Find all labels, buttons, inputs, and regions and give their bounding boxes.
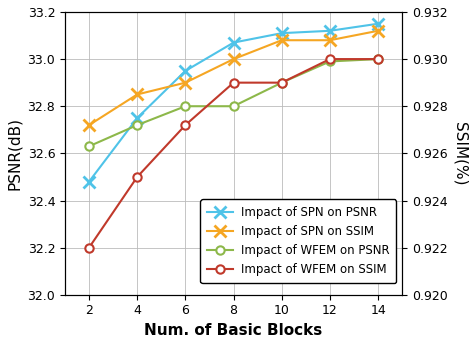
Impact of WFEM on SSIM [231, 81, 237, 85]
Impact of SPN on PSNR [327, 29, 333, 33]
Impact of SPN on SSIM [279, 38, 284, 42]
Impact of SPN on PSNR [375, 22, 381, 26]
Line: Impact of SPN on PSNR: Impact of SPN on PSNR [83, 18, 383, 187]
Line: Impact of WFEM on SSIM: Impact of WFEM on SSIM [85, 55, 382, 252]
Impact of SPN on PSNR [182, 69, 188, 73]
Impact of SPN on SSIM [231, 57, 237, 61]
Impact of WFEM on PSNR [327, 59, 333, 63]
Impact of SPN on SSIM [327, 38, 333, 42]
Impact of WFEM on PSNR [86, 144, 92, 148]
Impact of SPN on SSIM [182, 81, 188, 85]
Y-axis label: SSIM(%): SSIM(%) [452, 121, 467, 185]
Impact of WFEM on PSNR [231, 104, 237, 108]
Impact of SPN on PSNR [279, 31, 284, 35]
Impact of WFEM on SSIM [375, 57, 381, 61]
Impact of WFEM on SSIM [182, 123, 188, 127]
Line: Impact of WFEM on PSNR: Impact of WFEM on PSNR [85, 55, 382, 150]
X-axis label: Num. of Basic Blocks: Num. of Basic Blocks [145, 323, 323, 338]
Impact of SPN on PSNR [86, 180, 92, 184]
Impact of WFEM on SSIM [279, 81, 284, 85]
Impact of WFEM on PSNR [182, 104, 188, 108]
Impact of WFEM on SSIM [327, 57, 333, 61]
Impact of SPN on SSIM [134, 92, 140, 97]
Impact of WFEM on PSNR [134, 123, 140, 127]
Y-axis label: PSNR(dB): PSNR(dB) [7, 117, 22, 190]
Impact of SPN on PSNR [231, 40, 237, 45]
Impact of WFEM on PSNR [375, 57, 381, 61]
Legend: Impact of SPN on PSNR, Impact of SPN on SSIM, Impact of WFEM on PSNR, Impact of : Impact of SPN on PSNR, Impact of SPN on … [201, 199, 396, 283]
Impact of WFEM on SSIM [134, 175, 140, 179]
Impact of WFEM on PSNR [279, 81, 284, 85]
Impact of SPN on SSIM [375, 29, 381, 33]
Impact of WFEM on SSIM [86, 246, 92, 250]
Line: Impact of SPN on SSIM: Impact of SPN on SSIM [83, 25, 383, 131]
Impact of SPN on PSNR [134, 116, 140, 120]
Impact of SPN on SSIM [86, 123, 92, 127]
